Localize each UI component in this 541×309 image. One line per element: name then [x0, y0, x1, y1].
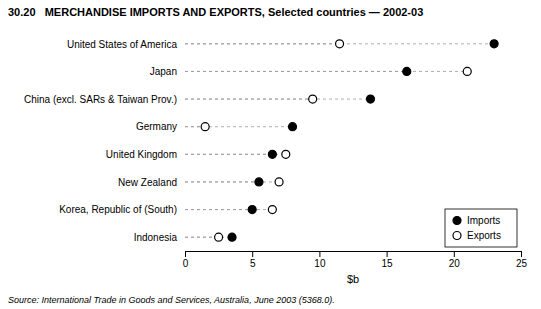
guide-line: [185, 209, 252, 210]
x-axis: 0 5 10 15 20 25: [183, 251, 528, 269]
y-tick-label: Indonesia: [134, 232, 178, 243]
x-tick-mark: [185, 251, 186, 257]
x-tick-mark: [521, 251, 522, 257]
guide-line: [185, 209, 272, 210]
dot: [228, 233, 236, 241]
y-tick: United States of America: [67, 39, 185, 50]
y-tick-label: New Zealand: [118, 177, 177, 188]
x-axis-title: $b: [347, 273, 359, 285]
dot: [282, 150, 290, 158]
guide-line: [185, 237, 232, 238]
x-tick-mark: [319, 251, 320, 257]
y-tick: China (excl. SARs & Taiwan Prov.): [24, 94, 185, 105]
y-tick-label: Japan: [150, 66, 177, 77]
x-tick: 25: [516, 251, 528, 269]
series: [201, 40, 471, 241]
legend-symbol: [453, 217, 461, 225]
plot: 0 5 10 15 20 25 $b United States of America Japa…: [24, 39, 528, 285]
dot: [403, 67, 411, 75]
dot: [248, 206, 256, 214]
dot: [366, 95, 374, 103]
source-note: Source: International Trade in Goods and…: [8, 295, 335, 305]
y-tick: New Zealand: [118, 177, 185, 188]
y-tick: Korea, Republic of (South): [59, 204, 185, 215]
y-tick: United Kingdom: [106, 149, 185, 160]
x-tick: 0: [183, 251, 189, 269]
x-tick-label: 25: [516, 258, 528, 269]
y-tick-label: United Kingdom: [106, 149, 177, 160]
x-tick: 10: [314, 251, 326, 269]
x-axis-line: [186, 252, 522, 258]
dot: [463, 67, 471, 75]
dot: [268, 206, 276, 214]
title: 30.20 MERCHANDISE IMPORTS AND EXPORTS, S…: [8, 6, 423, 18]
legend-label: Imports: [467, 215, 500, 226]
x-tick-label: 10: [314, 258, 326, 269]
legend: Imports Exports: [445, 209, 517, 247]
guide-line: [185, 237, 219, 238]
legend-symbol: [453, 232, 461, 240]
dot: [490, 40, 498, 48]
guide-lines: [185, 44, 494, 237]
guide-lines: [185, 44, 467, 237]
guide-line: [185, 181, 279, 182]
dot: [309, 95, 317, 103]
x-tick-mark: [252, 251, 253, 257]
legend-label: Exports: [467, 230, 501, 241]
x-tick: 20: [449, 251, 461, 269]
y-tick: Germany: [136, 121, 185, 132]
x-tick: 5: [250, 251, 256, 269]
x-tick-label: 5: [250, 258, 256, 269]
dot: [255, 178, 263, 186]
dot: [215, 233, 223, 241]
x-tick-label: 15: [382, 258, 394, 269]
x-tick-label: 20: [449, 258, 461, 269]
dot: [268, 150, 276, 158]
dot: [336, 40, 344, 48]
y-tick: Indonesia: [134, 232, 185, 243]
dot: [275, 178, 283, 186]
x-tick: 15: [382, 251, 394, 269]
y-tick-label: China (excl. SARs & Taiwan Prov.): [24, 94, 177, 105]
y-tick-label: United States of America: [67, 39, 177, 50]
x-tick-label: 0: [183, 258, 189, 269]
dot: [289, 123, 297, 131]
guide-line: [185, 99, 313, 100]
dot: [201, 123, 209, 131]
chart: 30.20 MERCHANDISE IMPORTS AND EXPORTS, S…: [0, 0, 541, 309]
x-tick-mark: [454, 251, 455, 257]
legend-frame: [445, 209, 517, 247]
guide-line: [185, 99, 370, 100]
guide-line: [185, 71, 467, 72]
y-axis: United States of America Japan China (excl…: [24, 39, 185, 243]
y-tick: Japan: [150, 66, 185, 77]
y-tick-label: Germany: [136, 121, 177, 132]
y-tick-label: Korea, Republic of (South): [59, 204, 177, 215]
x-tick-mark: [387, 251, 388, 257]
guide-line: [185, 43, 340, 44]
